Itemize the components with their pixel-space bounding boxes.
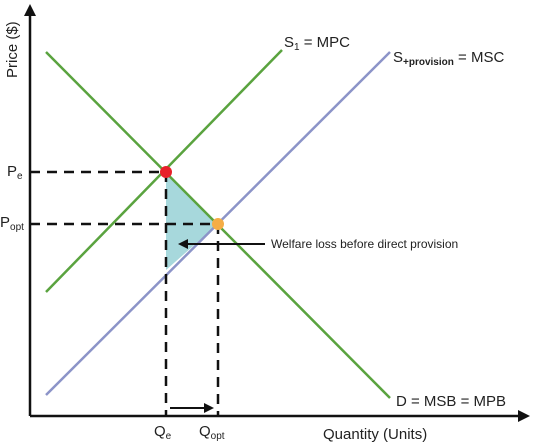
- qopt-tick-label: Qopt: [199, 423, 225, 442]
- qe-tick-label: Qe: [154, 423, 172, 442]
- optimum-point: [212, 218, 224, 230]
- pe-tick-label: Pe: [7, 163, 23, 182]
- s1-curve-label: S1 = MPC: [284, 34, 350, 53]
- demand-curve-label: D = MSB = MPB: [396, 393, 506, 410]
- welfare-loss-label: Welfare loss before direct provision: [271, 237, 458, 251]
- s-provision-curve-label: S+provision = MSC: [393, 49, 504, 68]
- popt-tick-label: Popt: [0, 214, 24, 233]
- equilibrium-point: [160, 166, 172, 178]
- y-axis-arrow: [24, 4, 36, 16]
- x-axis-arrow: [518, 410, 530, 422]
- x-axis-label: Quantity (Units): [323, 426, 427, 443]
- y-axis-label: Price ($): [4, 21, 21, 78]
- welfare-loss-area: [166, 172, 218, 270]
